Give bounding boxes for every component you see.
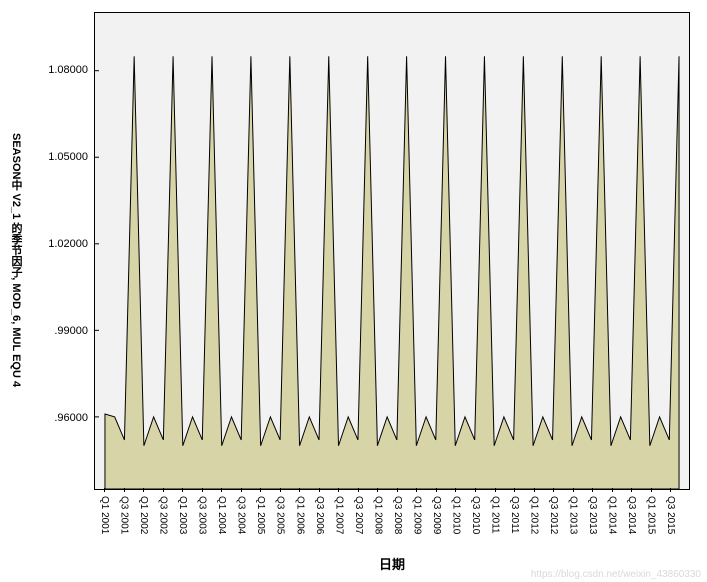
x-ticks: Q1 2001 Q3 2001 Q1 2002 Q3 2002 Q1 2003 Q3 20… xyxy=(94,492,690,552)
area-chart-svg xyxy=(95,13,689,489)
x-tick-mark xyxy=(397,488,398,492)
x-tick-label: Q3 2013 xyxy=(587,496,598,534)
x-tick-mark xyxy=(260,488,261,492)
x-tick-label: Q1 2008 xyxy=(372,496,383,534)
x-tick-label: Q3 2002 xyxy=(158,496,169,534)
x-tick-mark xyxy=(573,488,574,492)
x-tick-label: Q1 2003 xyxy=(177,496,188,534)
x-tick-mark xyxy=(495,488,496,492)
chart-container: SEASON中 V2_1 的季节因子, MOD_6, MUL EQU 4 .96… xyxy=(0,0,707,582)
x-tick-label: Q3 2014 xyxy=(626,496,637,534)
x-tick-label: Q1 2001 xyxy=(99,496,110,534)
x-tick-mark xyxy=(377,488,378,492)
x-tick-mark xyxy=(319,488,320,492)
x-tick-label: Q3 2001 xyxy=(119,496,130,534)
x-tick-label: Q1 2004 xyxy=(216,496,227,534)
x-tick-label: Q3 2004 xyxy=(236,496,247,534)
y-tick-label: 1.02000 xyxy=(30,238,88,250)
x-tick-mark xyxy=(358,488,359,492)
x-tick-label: Q1 2006 xyxy=(294,496,305,534)
x-tick-mark xyxy=(436,488,437,492)
x-tick-label: Q3 2005 xyxy=(275,496,286,534)
x-tick-mark xyxy=(202,488,203,492)
x-tick-label: Q1 2007 xyxy=(333,496,344,534)
x-tick-label: Q1 2011 xyxy=(490,496,501,534)
x-tick-mark xyxy=(280,488,281,492)
watermark-text: https://blog.csdn.net/weixin_43860330 xyxy=(531,569,701,580)
x-tick-label: Q1 2005 xyxy=(255,496,266,534)
x-tick-mark xyxy=(651,488,652,492)
y-tick-label: 1.08000 xyxy=(30,64,88,76)
x-tick-mark xyxy=(534,488,535,492)
x-tick-mark xyxy=(416,488,417,492)
x-tick-label: Q3 2007 xyxy=(353,496,364,534)
x-tick-mark xyxy=(299,488,300,492)
x-tick-mark xyxy=(124,488,125,492)
x-tick-mark xyxy=(241,488,242,492)
x-tick-mark xyxy=(338,488,339,492)
x-tick-label: Q3 2006 xyxy=(314,496,325,534)
x-tick-label: Q1 2015 xyxy=(646,496,657,534)
x-tick-mark xyxy=(143,488,144,492)
x-tick-label: Q1 2010 xyxy=(450,496,461,534)
x-tick-mark xyxy=(514,488,515,492)
x-tick-mark xyxy=(612,488,613,492)
x-tick-mark xyxy=(221,488,222,492)
x-tick-mark xyxy=(182,488,183,492)
x-tick-label: Q3 2003 xyxy=(197,496,208,534)
x-tick-label: Q3 2015 xyxy=(665,496,676,534)
x-tick-label: Q3 2011 xyxy=(509,496,520,534)
x-tick-label: Q3 2008 xyxy=(392,496,403,534)
y-tick-label: .96000 xyxy=(30,412,88,424)
plot-area xyxy=(94,12,690,490)
x-tick-label: Q3 2009 xyxy=(431,496,442,534)
x-tick-label: Q1 2014 xyxy=(607,496,618,534)
x-tick-mark xyxy=(670,488,671,492)
area-series xyxy=(105,56,679,489)
y-ticks: .96000 .99000 1.02000 1.05000 1.08000 xyxy=(30,0,88,582)
x-tick-mark xyxy=(455,488,456,492)
x-tick-label: Q3 2012 xyxy=(548,496,559,534)
x-tick-mark xyxy=(163,488,164,492)
x-tick-mark xyxy=(592,488,593,492)
x-tick-label: Q1 2002 xyxy=(138,496,149,534)
x-tick-mark xyxy=(553,488,554,492)
y-tick-label: .99000 xyxy=(30,325,88,337)
x-tick-mark xyxy=(631,488,632,492)
x-tick-label: Q1 2013 xyxy=(568,496,579,534)
x-tick-label: Q1 2009 xyxy=(411,496,422,534)
y-axis-label: SEASON中 V2_1 的季节因子, MOD_6, MUL EQU 4 xyxy=(8,30,24,490)
x-tick-mark xyxy=(104,488,105,492)
x-tick-label: Q1 2012 xyxy=(529,496,540,534)
x-tick-mark xyxy=(475,488,476,492)
x-tick-label: Q3 2010 xyxy=(470,496,481,534)
y-tick-label: 1.05000 xyxy=(30,151,88,163)
